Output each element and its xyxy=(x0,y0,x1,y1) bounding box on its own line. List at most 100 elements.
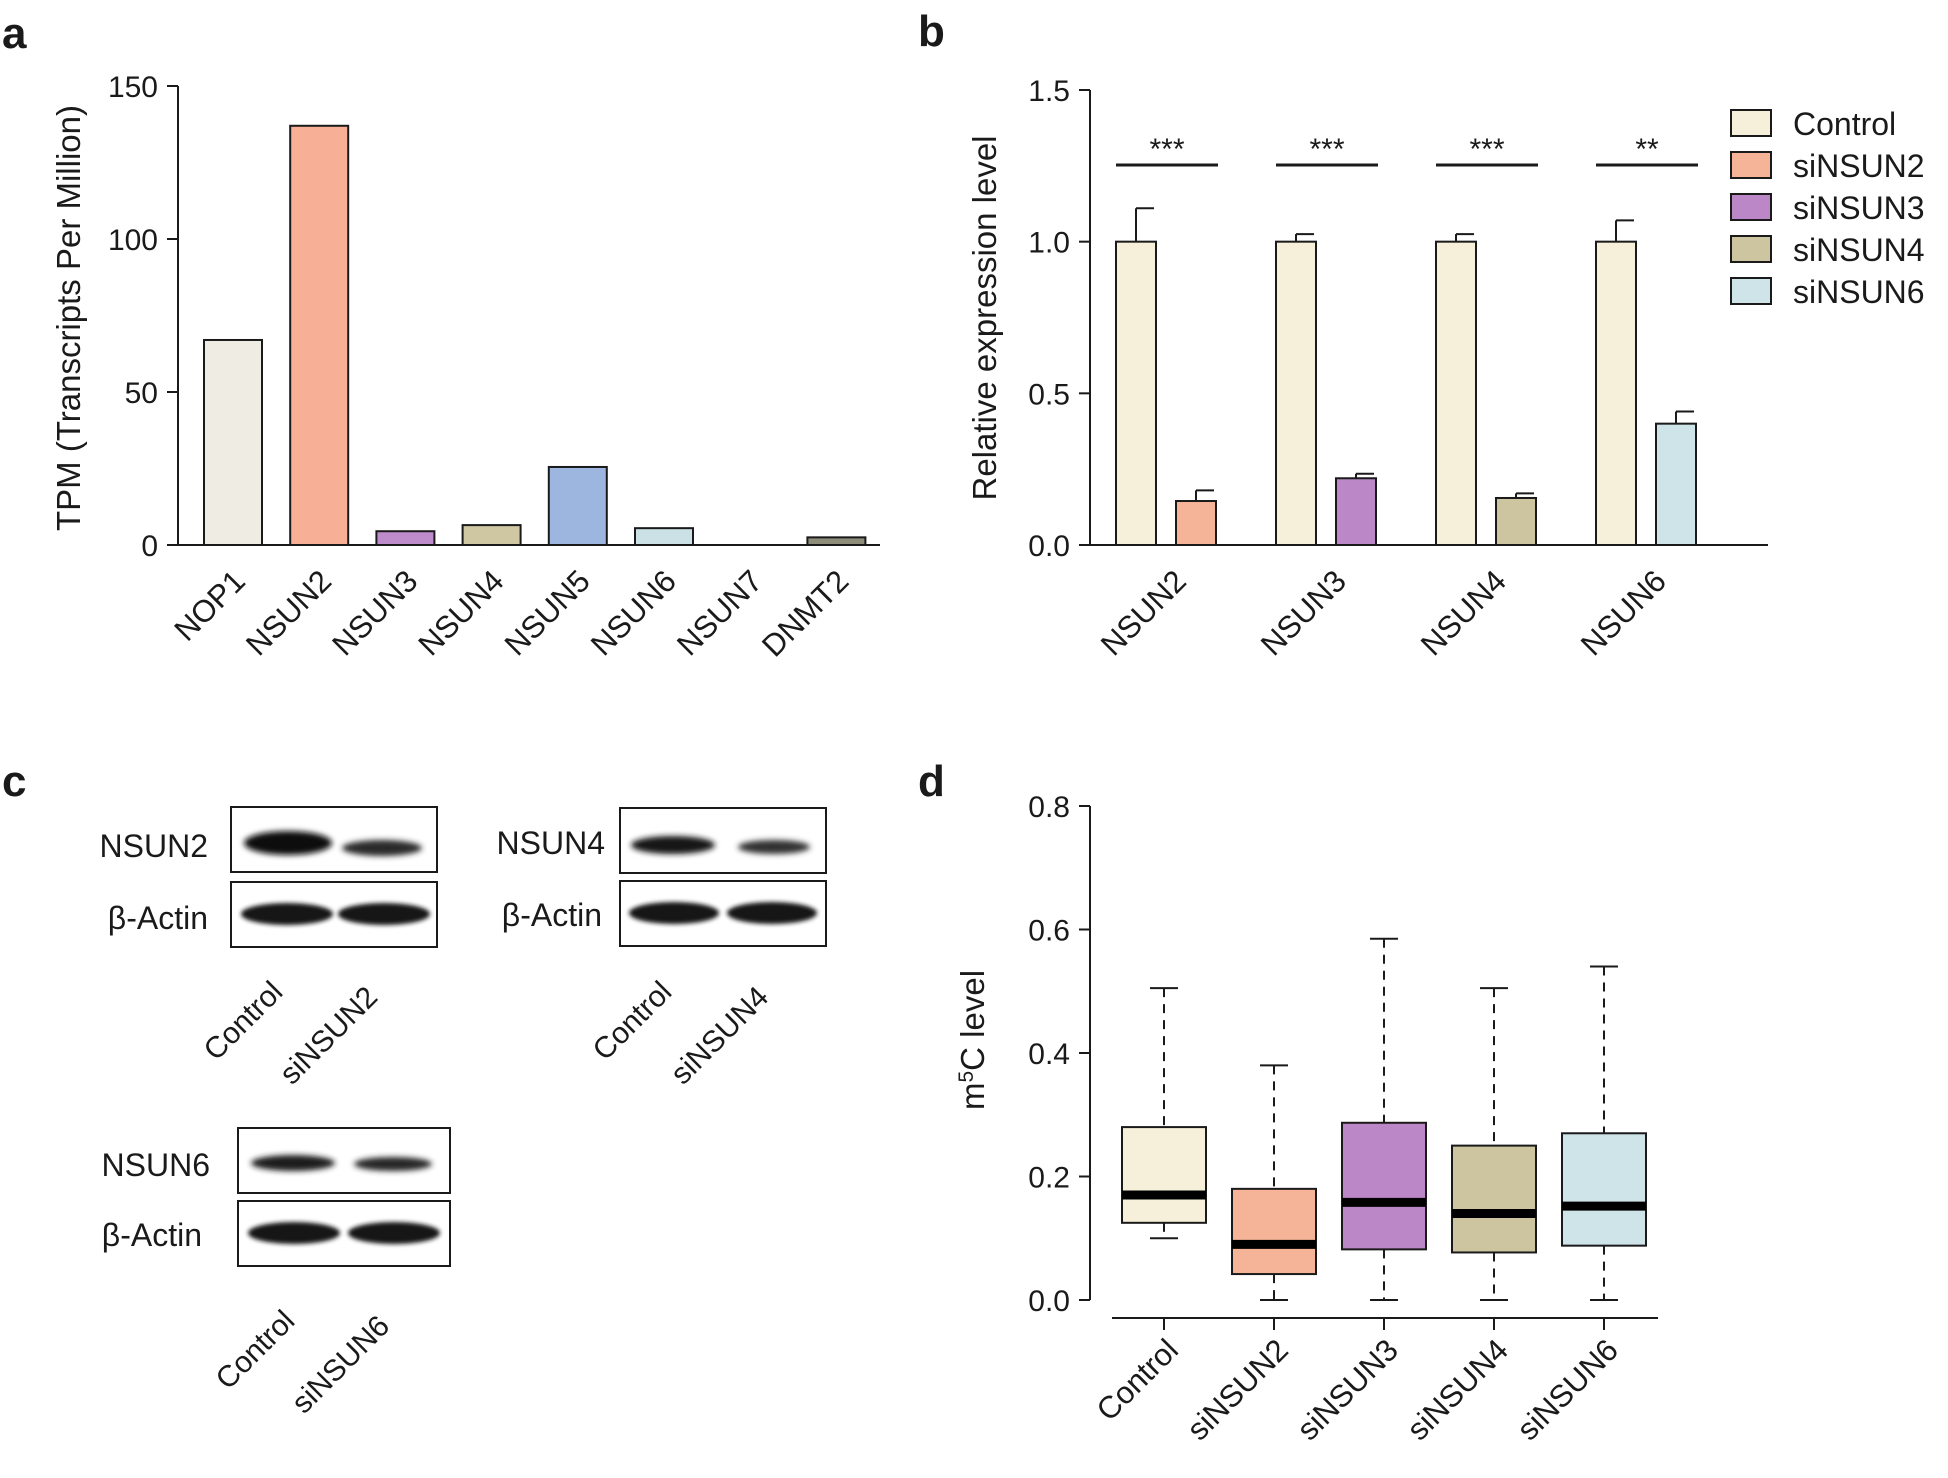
blot-nsun6-actin-band-control xyxy=(248,1222,340,1244)
bar-control-nsun3 xyxy=(1275,240,1317,547)
x-label-nsun4: NSUN4 xyxy=(1414,563,1513,662)
panel-label-c: c xyxy=(2,757,26,806)
x-label-nsun6: NSUN6 xyxy=(1574,563,1673,662)
blot-nsun6-loading-label: β-Actin xyxy=(102,1217,202,1253)
blot-nsun6-actin-band-knockdown xyxy=(348,1222,440,1244)
blot-nsun6-band-control xyxy=(251,1155,335,1171)
panel-label-d: d xyxy=(918,757,945,806)
panel-d-y-tick-label: 0.6 xyxy=(1028,915,1070,948)
blot-nsun2: NSUN2 β-Actin Control siNSUN2 xyxy=(100,806,438,1091)
panel-c-western-blots: NSUN2 β-Actin Control siNSUN2 NSUN4 β-Ac… xyxy=(100,806,827,1420)
blot-nsun2-loading-label: β-Actin xyxy=(108,900,208,936)
bar-sinsun6 xyxy=(1655,422,1697,546)
box-control xyxy=(1121,1126,1207,1224)
blot-nsun2-band-control xyxy=(244,831,332,855)
panel-b-y-tick-label: 1.0 xyxy=(1028,227,1070,260)
significance-stars-nsun3: *** xyxy=(1309,133,1344,166)
blot-nsun4-band-control xyxy=(631,836,715,854)
blot-nsun6-target-label: NSUN6 xyxy=(102,1147,210,1183)
x-label-nsun7: NSUN7 xyxy=(670,563,769,662)
significance-stars-nsun6: ** xyxy=(1635,133,1659,166)
blot-nsun4-lane-knockdown: siNSUN4 xyxy=(665,980,776,1091)
bar-dnmt2 xyxy=(806,536,867,546)
panel-b-bars xyxy=(1115,207,1697,547)
legend-swatch-sinsun2 xyxy=(1730,151,1772,179)
box-sinsun6 xyxy=(1561,1132,1647,1247)
blot-nsun4: NSUN4 β-Actin Control siNSUN4 xyxy=(497,807,827,1091)
panel-a-y-tick-label: 0 xyxy=(141,530,158,563)
blot-nsun4-band-knockdown xyxy=(738,840,810,854)
panel-d-y-tick-label: 0.4 xyxy=(1028,1038,1070,1071)
x-label-nsun4: NSUN4 xyxy=(411,563,510,662)
blot-nsun6: NSUN6 β-Actin Control siNSUN6 xyxy=(102,1127,451,1420)
bar-nsun3 xyxy=(375,530,436,546)
panel-b-significance: *** *** *** ** xyxy=(1116,133,1698,167)
x-label-nsun6: NSUN6 xyxy=(584,563,683,662)
box-sinsun2 xyxy=(1231,1187,1317,1276)
blot-nsun4-loading-label: β-Actin xyxy=(502,897,602,933)
x-label-nsun2: NSUN2 xyxy=(239,563,338,662)
panel-d-y-tick-label: 0.8 xyxy=(1028,791,1070,824)
panel-b-axes: 0.0 0.5 1.0 1.5 xyxy=(1028,75,1768,563)
panel-d-boxes xyxy=(1121,937,1647,1301)
legend-label-sinsun3: siNSUN3 xyxy=(1793,190,1925,226)
blot-nsun6-lane-control: Control xyxy=(210,1304,302,1396)
bar-sinsun4 xyxy=(1495,496,1537,547)
bar-control-nsun4 xyxy=(1435,240,1477,547)
panel-b-legend: Control siNSUN2 siNSUN3 siNSUN4 siNSUN6 xyxy=(1730,106,1925,310)
legend-swatch-control xyxy=(1730,109,1772,137)
panel-d-y-axis-label: m5C level xyxy=(954,970,991,1110)
x-label-nsun2: NSUN2 xyxy=(1094,563,1193,662)
panel-b-relative-expression-chart: Relative expression level 0.0 0.5 1.0 1.5 *… xyxy=(966,75,1925,662)
panel-d-axes: 0.0 0.2 0.4 0.6 0.8 xyxy=(1028,791,1658,1330)
blot-nsun4-lane-control: Control xyxy=(587,975,679,1067)
panel-a-tpm-bar-chart: TPM (Transcripts Per Million) 050100150 … xyxy=(50,71,880,663)
panel-b-y-tick-label: 0.0 xyxy=(1028,530,1070,563)
blot-nsun2-actin-band-knockdown xyxy=(338,903,430,925)
bar-nsun6 xyxy=(634,527,694,546)
legend-label-sinsun2: siNSUN2 xyxy=(1793,148,1925,184)
x-label-nsun3: NSUN3 xyxy=(1254,563,1353,662)
bar-sinsun2 xyxy=(1175,500,1217,546)
panel-a-y-tick-label: 100 xyxy=(108,224,158,257)
x-label-dnmt2: DNMT2 xyxy=(755,563,855,663)
blot-nsun2-lane-control: Control xyxy=(198,975,290,1067)
bar-control-nsun6 xyxy=(1595,240,1637,547)
x-label-nsun3: NSUN3 xyxy=(325,563,424,662)
blot-nsun2-actin-band-control xyxy=(241,903,333,925)
bar-nsun5 xyxy=(547,465,608,546)
blot-nsun4-actin-band-knockdown xyxy=(727,902,817,924)
panel-a-bars xyxy=(203,124,867,547)
blot-nsun2-target-label: NSUN2 xyxy=(100,828,208,864)
x-label-sinsun3: siNSUN3 xyxy=(1290,1332,1405,1447)
legend-swatch-sinsun4 xyxy=(1730,235,1772,263)
legend-label-control: Control xyxy=(1793,106,1896,142)
x-label-sinsun4: siNSUN4 xyxy=(1400,1332,1515,1447)
bar-nsun2 xyxy=(289,124,350,546)
panel-a-y-tick-label: 150 xyxy=(108,71,158,104)
panel-b-category-labels: NSUN2 NSUN3 NSUN4 NSUN6 xyxy=(1094,563,1673,662)
panel-a-y-tick-label: 50 xyxy=(125,377,158,410)
x-label-sinsun2: siNSUN2 xyxy=(1180,1332,1295,1447)
x-label-nsun5: NSUN5 xyxy=(498,563,597,662)
panel-b-y-tick-label: 1.5 xyxy=(1028,75,1070,108)
blot-nsun4-target-label: NSUN4 xyxy=(497,825,605,861)
blot-nsun6-band-knockdown xyxy=(354,1157,432,1171)
legend-swatch-sinsun3 xyxy=(1730,193,1772,221)
x-label-control: Control xyxy=(1090,1332,1185,1427)
blot-nsun2-band-knockdown xyxy=(342,840,422,856)
bar-control-nsun2 xyxy=(1115,240,1157,547)
panel-b-y-tick-label: 0.5 xyxy=(1028,378,1070,411)
box-sinsun4 xyxy=(1451,1144,1537,1254)
panel-d-y-tick-label: 0.0 xyxy=(1028,1285,1070,1318)
panel-label-b: b xyxy=(918,7,945,56)
panel-d-m5c-boxplot: m5C level 0.0 0.2 0.4 0.6 0.8 ControlsiNSUN2… xyxy=(954,791,1658,1447)
legend-swatch-sinsun6 xyxy=(1730,277,1772,305)
panel-label-a: a xyxy=(2,9,27,58)
legend-label-sinsun6: siNSUN6 xyxy=(1793,274,1925,310)
box-sinsun3 xyxy=(1341,1121,1427,1251)
x-label-sinsun6: siNSUN6 xyxy=(1510,1332,1625,1447)
